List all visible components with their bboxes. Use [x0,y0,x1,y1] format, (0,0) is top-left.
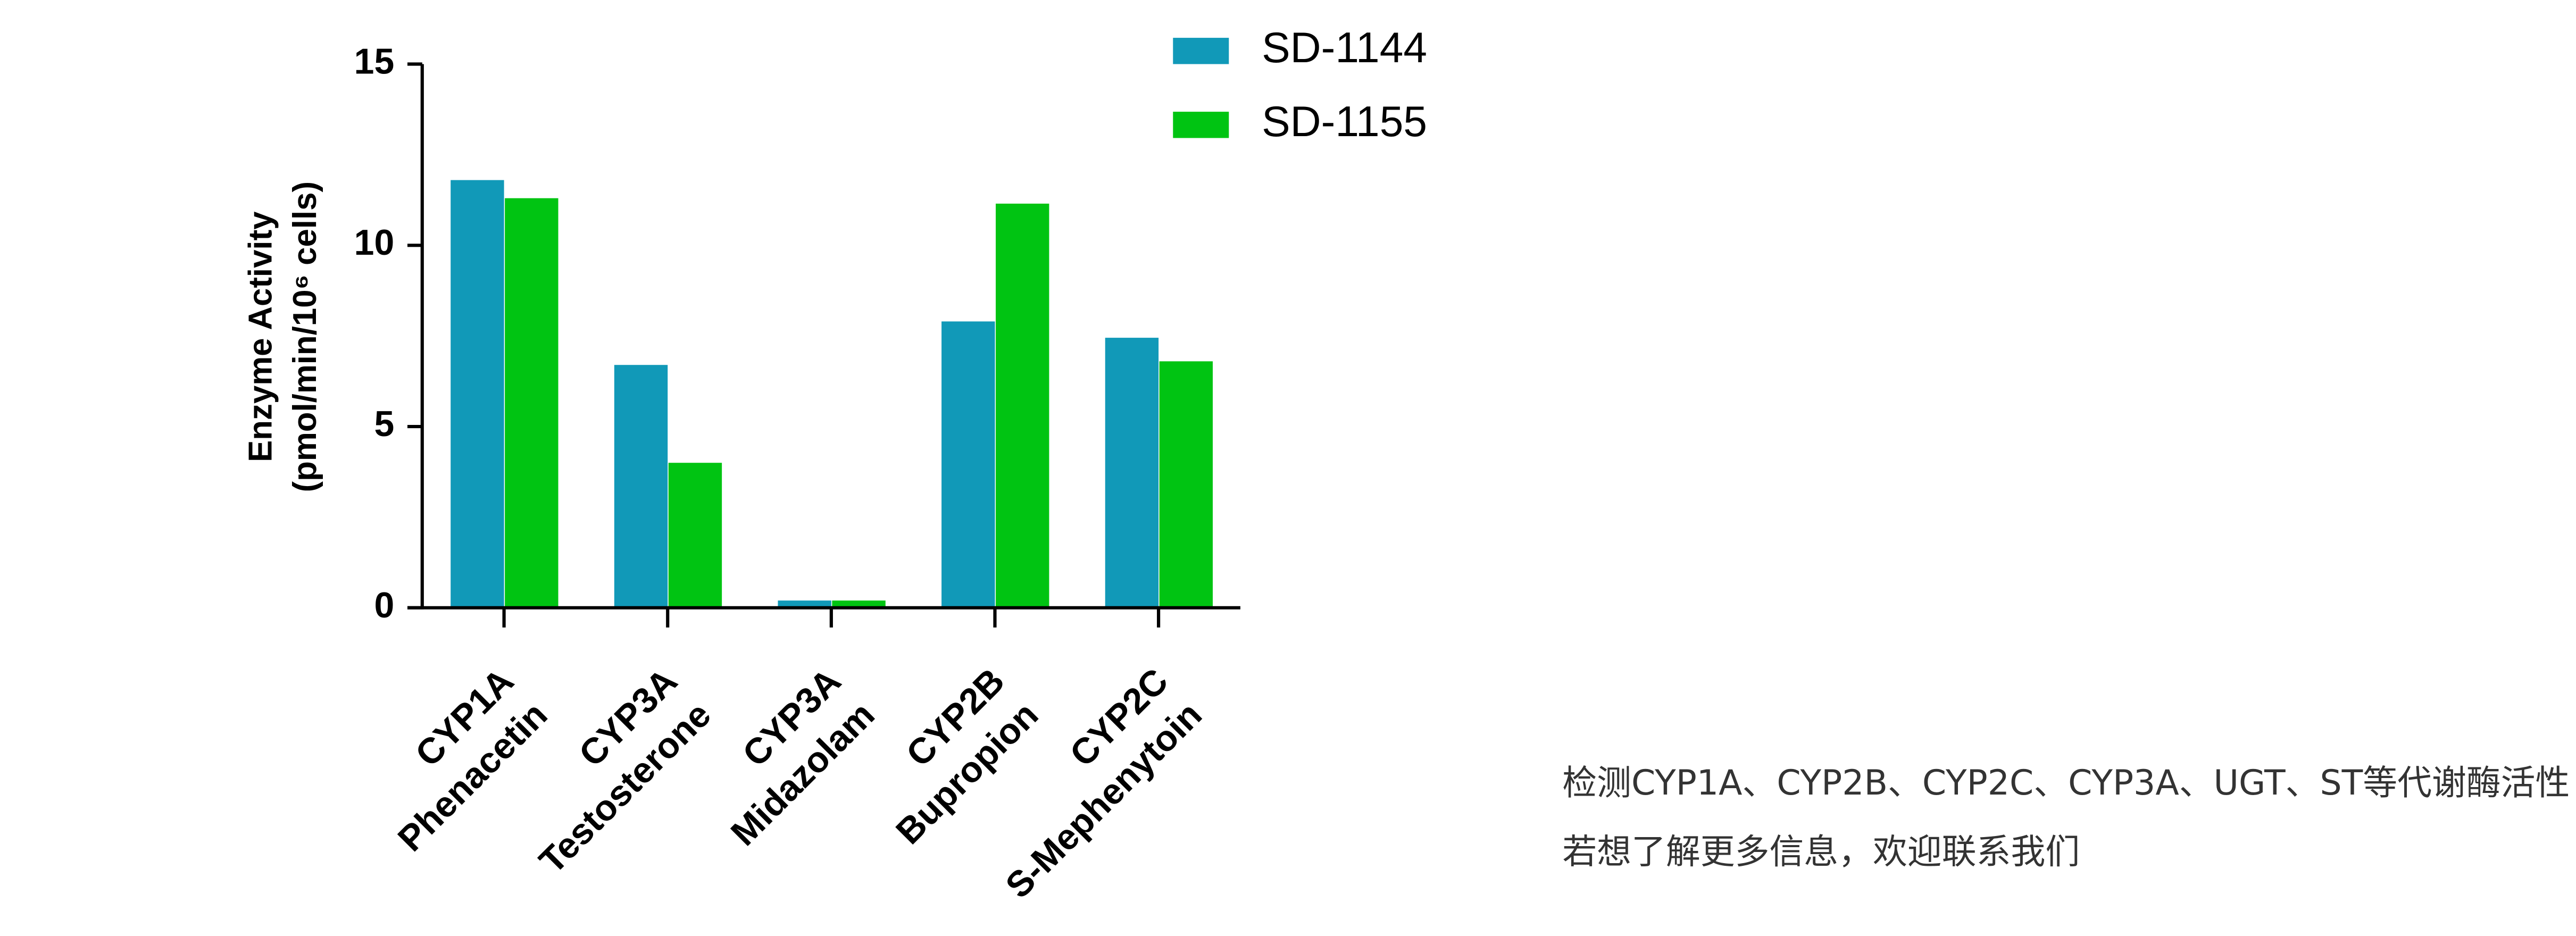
bar [996,203,1049,608]
bar [668,463,722,608]
bar [941,321,995,608]
bar [1159,361,1213,608]
legend-label: SD-1144 [1262,24,1427,72]
y-tick-label: 0 [374,585,394,625]
bar [451,180,504,608]
y-label-line: Enzyme Activity [242,211,279,462]
y-tick-label: 5 [374,404,394,444]
bar [832,600,886,608]
y-tick-label: 15 [354,41,395,81]
y-label-line: (pmol/min/10⁶ cells) [287,181,323,492]
legend-swatch [1173,38,1229,64]
y-axis-title: Enzyme Activity (pmol/min/10⁶ cells) [242,181,323,492]
footer-text: 检测CYP1A、CYP2B、CYP2C、CYP3A、UGT、ST等代谢酶活性 [1562,763,2570,803]
footer-text: 若想了解更多信息，欢迎联系我们 [1562,832,2080,872]
bar [1105,338,1159,608]
bar [505,198,558,608]
bar [778,600,831,608]
y-tick-label: 10 [354,222,395,263]
legend-label: SD-1155 [1262,98,1427,146]
bar [614,365,668,608]
legend-swatch [1173,112,1229,138]
